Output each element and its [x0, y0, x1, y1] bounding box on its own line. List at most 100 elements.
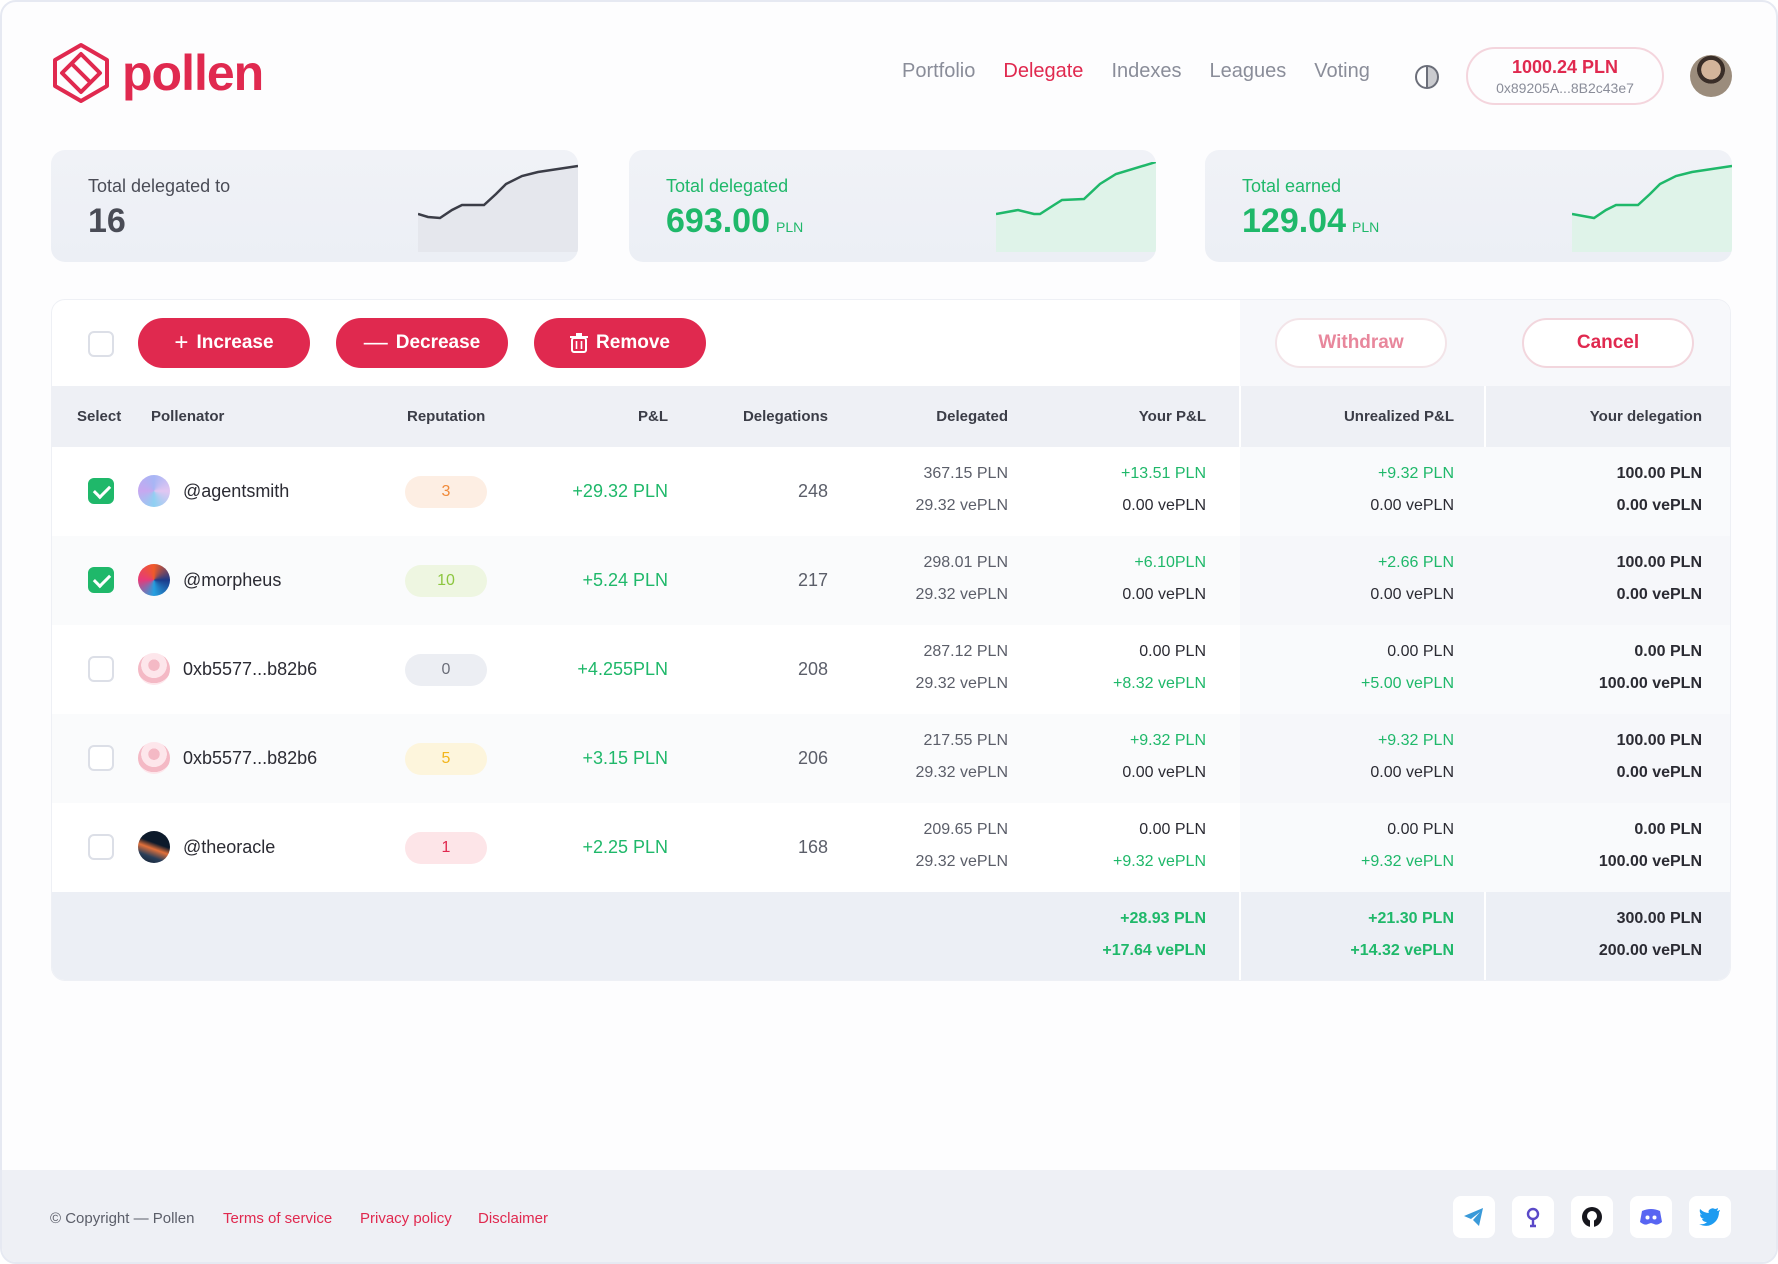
reputation-badge: 3 — [405, 476, 487, 508]
total-unrealized-pln: +21.30 PLN — [1368, 910, 1454, 927]
row-checkbox[interactable] — [88, 567, 114, 593]
pollenator-avatar — [138, 831, 170, 863]
row-checkbox[interactable] — [88, 834, 114, 860]
telegram-icon[interactable] — [1453, 1196, 1495, 1238]
col-your-pnl[interactable]: Your P&L — [1138, 408, 1206, 425]
stat-value: 16 — [88, 202, 126, 240]
row-right-bg — [1240, 447, 1730, 536]
gitcoin-icon[interactable] — [1512, 1196, 1554, 1238]
delegated-pln: 367.15 PLN — [923, 465, 1008, 482]
delegated-vepln: 29.32 vePLN — [915, 853, 1008, 870]
theme-toggle-icon[interactable] — [1414, 64, 1440, 90]
your-delegation-vepln: 100.00 vePLN — [1598, 675, 1702, 692]
table-row[interactable]: @theoracle 1 +2.25 PLN 168 209.65 PLN 29… — [52, 803, 1730, 892]
stat-card-total-delegated: Total delegated 693.00 PLN — [629, 150, 1156, 262]
pollenator-name[interactable]: 0xb5577...b82b6 — [183, 659, 318, 679]
sparkline-green-2 — [1572, 164, 1732, 252]
nav-delegate[interactable]: Delegate — [1003, 60, 1084, 82]
withdraw-label: Withdraw — [1318, 332, 1404, 353]
row-right-bg — [1240, 536, 1730, 625]
nav-leagues[interactable]: Leagues — [1209, 60, 1287, 82]
pnl-value: +5.24 PLN — [582, 570, 668, 590]
select-all-checkbox[interactable] — [88, 331, 114, 357]
remove-label: Remove — [596, 332, 670, 353]
page-footer: © Copyright — Pollen Terms of service Pr… — [2, 1170, 1776, 1262]
reputation-badge: 1 — [405, 832, 487, 864]
pollenator-name[interactable]: 0xb5577...b82b6 — [183, 748, 318, 768]
stat-label: Total delegated to — [88, 176, 231, 196]
reputation-badge: 10 — [405, 565, 487, 597]
decrease-label: Decrease — [395, 332, 481, 353]
col-separator — [1484, 386, 1486, 447]
unrealized-vepln: +9.32 vePLN — [1361, 853, 1454, 870]
twitter-icon[interactable] — [1689, 1196, 1731, 1238]
col-your-delegation[interactable]: Your delegation — [1589, 408, 1702, 425]
sparkline-green — [996, 162, 1156, 252]
privacy-link[interactable]: Privacy policy — [360, 1210, 452, 1227]
brand-logo[interactable]: pollen — [50, 42, 264, 104]
reputation-badge: 5 — [405, 743, 487, 775]
delegated-pln: 287.12 PLN — [923, 643, 1008, 660]
col-separator — [1239, 892, 1241, 980]
main-nav: Portfolio Delegate Indexes Leagues Votin… — [902, 60, 1370, 83]
row-checkbox[interactable] — [88, 745, 114, 771]
delegated-pln: 298.01 PLN — [923, 554, 1008, 571]
remove-button[interactable]: Remove — [534, 318, 706, 368]
your-pnl-vepln: 0.00 vePLN — [1122, 764, 1206, 781]
col-pnl[interactable]: P&L — [638, 408, 668, 425]
increase-button[interactable]: + Increase — [138, 318, 310, 368]
your-pnl-pln: +9.32 PLN — [1129, 732, 1206, 749]
brand-name: pollen — [122, 45, 264, 101]
disclaimer-link[interactable]: Disclaimer — [478, 1210, 549, 1227]
github-icon[interactable] — [1571, 1196, 1613, 1238]
wallet-button[interactable]: 1000.24 PLN 0x89205A...8B2c43e7 — [1466, 47, 1664, 105]
pollenator-name[interactable]: @agentsmith — [183, 481, 290, 501]
your-pnl-pln: 0.00 PLN — [1139, 643, 1206, 660]
pnl-value: +29.32 PLN — [572, 481, 668, 501]
table-row[interactable]: 0xb5577...b82b6 5 +3.15 PLN 206 217.55 P… — [52, 714, 1730, 803]
col-reputation[interactable]: Reputation — [407, 408, 486, 425]
trash-icon — [570, 333, 589, 353]
pnl-value: +3.15 PLN — [582, 748, 668, 768]
pollenator-avatar — [138, 475, 170, 507]
table-row[interactable]: @agentsmith 3 +29.32 PLN 248 367.15 PLN … — [52, 447, 1730, 536]
row-right-bg — [1240, 714, 1730, 803]
terms-link[interactable]: Terms of service — [223, 1210, 333, 1227]
row-checkbox[interactable] — [88, 656, 114, 682]
your-pnl-pln: +6.10PLN — [1134, 554, 1206, 571]
total-your-delegation-vepln: 200.00 vePLN — [1598, 942, 1702, 959]
increase-label: Increase — [196, 332, 274, 353]
table-row[interactable]: 0xb5577...b82b6 0 +4.255PLN 208 287.12 P… — [52, 625, 1730, 714]
discord-icon[interactable] — [1630, 1196, 1672, 1238]
unrealized-pln: +2.66 PLN — [1377, 554, 1454, 571]
withdraw-button[interactable]: Withdraw — [1275, 318, 1447, 368]
your-delegation-pln: 0.00 PLN — [1634, 643, 1702, 660]
your-delegation-vepln: 0.00 vePLN — [1616, 764, 1702, 781]
pollenator-name[interactable]: @morpheus — [183, 570, 282, 590]
col-unrealized-pnl[interactable]: Unrealized P&L — [1343, 408, 1454, 425]
wallet-balance: 1000.24 PLN — [1511, 57, 1619, 77]
delegated-pln: 209.65 PLN — [923, 821, 1008, 838]
unrealized-vepln: 0.00 vePLN — [1370, 586, 1454, 603]
row-right-bg — [1240, 803, 1730, 892]
sparkline-gray — [418, 164, 578, 252]
wallet-address: 0x89205A...8B2c43e7 — [1496, 80, 1634, 96]
pollen-logo-icon — [53, 43, 109, 103]
cancel-button[interactable]: Cancel — [1522, 318, 1694, 368]
row-checkbox[interactable] — [88, 478, 114, 504]
table-row[interactable]: @morpheus 10 +5.24 PLN 217 298.01 PLN 29… — [52, 536, 1730, 625]
nav-portfolio[interactable]: Portfolio — [902, 60, 976, 82]
delegation-table-panel: + Increase — Decrease Remove Withdraw Ca… — [51, 299, 1731, 981]
user-avatar[interactable] — [1690, 55, 1732, 97]
decrease-button[interactable]: — Decrease — [336, 318, 508, 368]
col-pollenator[interactable]: Pollenator — [151, 408, 225, 425]
your-delegation-vepln: 100.00 vePLN — [1598, 853, 1702, 870]
col-delegations[interactable]: Delegations — [742, 408, 828, 425]
pollenator-name[interactable]: @theoracle — [183, 837, 276, 857]
nav-voting[interactable]: Voting — [1314, 60, 1370, 82]
delegated-vepln: 29.32 vePLN — [915, 586, 1008, 603]
nav-indexes[interactable]: Indexes — [1111, 60, 1182, 82]
delegations-count: 168 — [797, 837, 828, 857]
col-delegated[interactable]: Delegated — [936, 408, 1008, 425]
